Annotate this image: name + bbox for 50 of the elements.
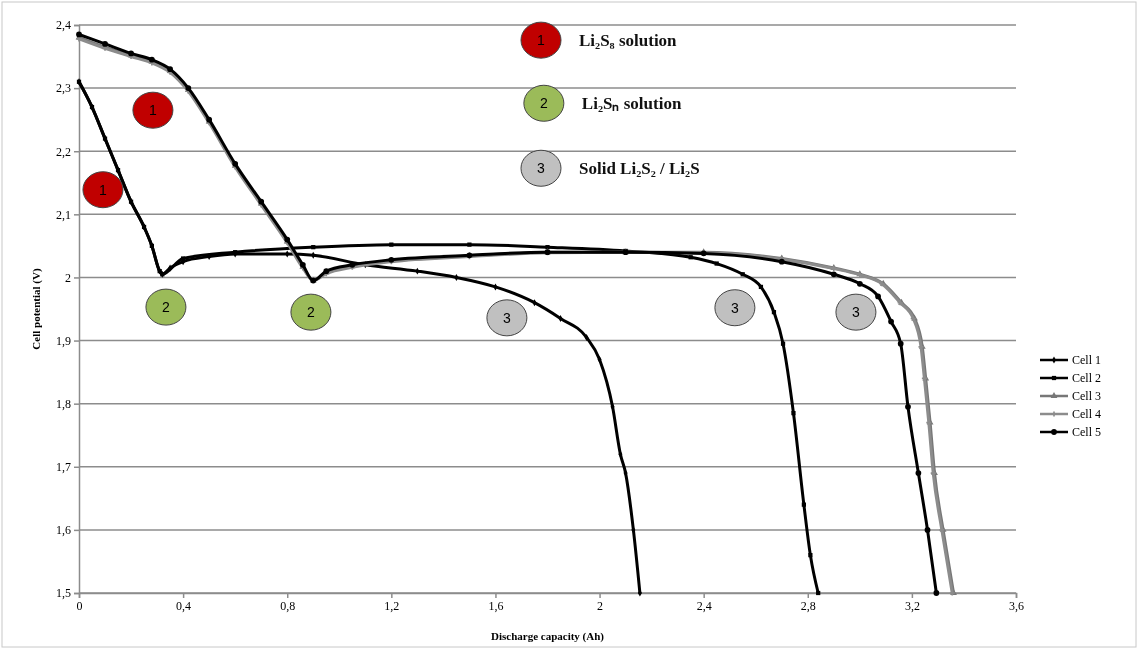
x-tick-label: 1,6 — [488, 598, 504, 613]
x-tick-label: 0,8 — [280, 598, 296, 613]
numbered-circle: 2 — [145, 288, 187, 326]
annotation: Li₂Sₙ solution — [581, 94, 682, 114]
annotation: Solid Li₂S₂ / Li₂S — [578, 159, 700, 179]
x-tick-label: 0 — [76, 598, 83, 613]
numbered-circle: 1 — [520, 21, 562, 59]
numbered-circle: 2 — [523, 84, 565, 122]
numbered-circle: 1 — [132, 91, 174, 129]
annotation: 3 — [852, 304, 861, 321]
y-tick-label: 2,1 — [56, 207, 71, 222]
y-tick-label: 2,2 — [56, 144, 71, 159]
y-tick-label: 2,3 — [56, 81, 71, 96]
annotation: 2 — [539, 95, 548, 112]
legend-label: Cell 5 — [1072, 425, 1101, 439]
y-tick-label: 1,6 — [56, 523, 71, 538]
x-axis-title: Discharge capacity (Ah) — [490, 630, 605, 643]
x-tick-label: 2 — [597, 598, 604, 613]
numbered-circle: 2 — [290, 293, 332, 331]
annotation: 3 — [731, 299, 739, 316]
legend-label: Cell 2 — [1072, 371, 1101, 385]
numbered-circle: 3 — [486, 299, 528, 337]
legend-label: Cell 1 — [1072, 353, 1101, 367]
annotation: 1 — [149, 102, 158, 119]
annotation: 2 — [162, 299, 171, 316]
x-tick-label: 2,8 — [800, 598, 816, 613]
y-tick-label: 1,7 — [56, 460, 71, 475]
x-tick-label: 0,4 — [176, 598, 192, 613]
y-tick-label: 1,5 — [56, 586, 71, 601]
annotation: 3 — [503, 309, 511, 326]
numbered-circle: 1 — [82, 171, 124, 209]
numbered-circle: 3 — [835, 293, 877, 331]
x-tick-label: 3,6 — [1009, 598, 1024, 613]
y-tick-label: 2,4 — [56, 18, 71, 33]
annotation: Li₂S₈ solution — [578, 31, 678, 51]
legend-label: Cell 4 — [1072, 407, 1101, 421]
numbered-circle: 3 — [520, 149, 562, 187]
annotation: 3 — [537, 160, 546, 177]
y-tick-label: 1,9 — [56, 333, 71, 348]
annotation: 1 — [537, 32, 546, 49]
numbered-circle: 3 — [714, 289, 756, 327]
annotation: 2 — [307, 304, 316, 321]
x-tick-label: 3,2 — [904, 598, 920, 613]
x-tick-label: 2,4 — [696, 598, 712, 613]
legend-label: Cell 3 — [1072, 389, 1101, 403]
annotation: 1 — [99, 181, 108, 198]
x-tick-label: 1,2 — [384, 598, 400, 613]
y-tick-label: 1,8 — [56, 397, 71, 412]
y-axis-title: Cell potential (V) — [30, 268, 43, 350]
y-tick-label: 2 — [65, 270, 71, 285]
